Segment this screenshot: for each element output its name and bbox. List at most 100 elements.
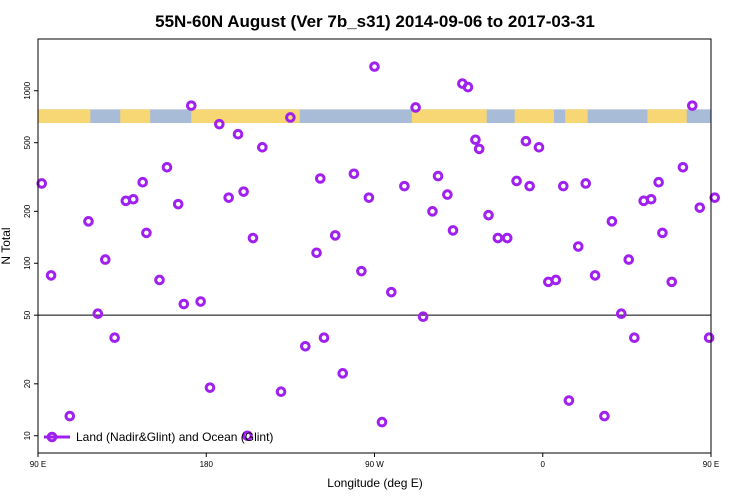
data-point (599, 410, 610, 422)
data-point (623, 254, 635, 265)
data-point (242, 430, 253, 442)
y-tick-label: 100 (23, 256, 32, 270)
data-point (417, 311, 429, 322)
data-point (558, 180, 569, 192)
x-axis-label: Longitude (deg E) (327, 476, 422, 490)
y-axis-label: N Total (0, 227, 13, 264)
x-tick-label: 90 W (365, 460, 384, 469)
data-point (178, 298, 190, 310)
data-point (300, 341, 311, 352)
data-point (694, 202, 706, 213)
data-point (109, 332, 120, 344)
data-point (572, 241, 584, 252)
data-point (524, 180, 535, 192)
data-point (520, 135, 532, 147)
data-point (580, 178, 592, 189)
data-point (363, 192, 375, 203)
data-point (329, 230, 341, 241)
data-point (195, 296, 206, 307)
data-point (141, 227, 152, 239)
data-point (470, 134, 481, 146)
data-point (204, 382, 216, 393)
data-point (238, 186, 249, 197)
data-point (399, 180, 410, 192)
data-point (473, 143, 485, 155)
data-point (128, 193, 139, 205)
data-point (257, 142, 268, 153)
data-point (318, 332, 330, 344)
y-axis: 10 20 50 100 200 500 1000 (23, 81, 38, 440)
data-point (214, 118, 225, 130)
y-tick-label: 500 (23, 135, 32, 149)
data-point (492, 232, 504, 244)
data-point (442, 189, 453, 200)
data-point (645, 193, 657, 205)
data-point (275, 386, 287, 398)
map-strip-land (411, 109, 487, 124)
data-point (677, 161, 689, 173)
data-point (653, 176, 664, 188)
y-tick-label: 20 (23, 379, 32, 388)
data-point (606, 216, 618, 227)
data-point (432, 170, 444, 182)
data-point (92, 308, 104, 319)
data-point (285, 112, 296, 123)
data-point (563, 395, 575, 406)
y-tick-label: 10 (23, 431, 32, 440)
data-point (232, 128, 244, 140)
map-strip-land (120, 109, 151, 124)
data-point (337, 368, 349, 379)
data-point (629, 332, 640, 344)
data-point (687, 100, 698, 111)
data-point (369, 61, 380, 72)
data-point (462, 81, 474, 93)
data-point (172, 198, 184, 210)
data-point (223, 192, 234, 203)
x-tick-label: 90 E (30, 460, 46, 469)
data-point (36, 178, 48, 189)
legend-label: Land (Nadir&Glint) and Ocean (Glint) (76, 430, 273, 444)
x-tick-label: 90 E (703, 460, 719, 469)
data-point (533, 142, 545, 153)
map-strip-land (647, 109, 687, 124)
data-point (657, 227, 668, 239)
data-point (64, 410, 76, 422)
map-strip-land (191, 109, 300, 124)
data-point (511, 175, 522, 187)
chart-title: 55N-60N August (Ver 7b_s31) 2014-09-06 t… (155, 12, 595, 31)
data-point (589, 270, 601, 281)
data-point (83, 216, 94, 227)
data-point (185, 100, 197, 111)
data-point (666, 276, 678, 288)
data-point (550, 274, 562, 286)
y-tick-label: 200 (23, 204, 32, 218)
data-point (703, 332, 715, 344)
data-points (36, 61, 721, 442)
data-point (709, 192, 721, 203)
data-point (356, 265, 367, 277)
data-point (501, 232, 513, 244)
data-point (348, 168, 360, 180)
x-tick-label: 180 (200, 460, 214, 469)
data-point (161, 161, 173, 173)
y-tick-label: 50 (23, 310, 32, 319)
data-point (137, 176, 148, 188)
map-strip-land (514, 109, 554, 124)
data-point (410, 102, 421, 113)
plot-frame (37, 38, 712, 454)
legend: Land (Nadir&Glint) and Ocean (Glint) (44, 430, 273, 444)
map-strip-land (565, 109, 588, 124)
data-point (376, 416, 388, 428)
data-point (314, 173, 326, 184)
data-point (386, 286, 397, 298)
data-point (615, 308, 627, 319)
map-strip-land (38, 109, 91, 124)
data-point (311, 247, 322, 259)
data-point (427, 206, 438, 217)
data-point (247, 232, 259, 244)
y-tick-label: 1000 (23, 81, 32, 99)
x-tick-label: 0 (541, 460, 546, 469)
data-point (154, 274, 165, 286)
